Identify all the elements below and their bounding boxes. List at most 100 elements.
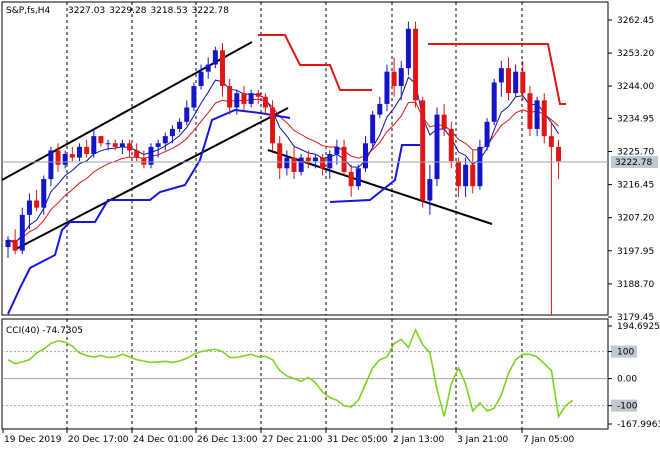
candle (327, 150, 333, 180)
candle-body (434, 114, 440, 180)
candle (262, 93, 268, 115)
price-tick-label: 3262.45 (617, 16, 654, 26)
candle-body (334, 146, 340, 155)
candle-body (477, 146, 483, 187)
candle (55, 143, 61, 172)
candle (391, 57, 397, 97)
candle-body (355, 168, 361, 187)
cci-tick-label: 194.6925 (617, 322, 660, 332)
candle-body (548, 136, 554, 147)
time-tick-label: 24 Dec 01:00 (133, 435, 194, 445)
candle (41, 175, 47, 215)
candle-body (255, 93, 261, 97)
candle (491, 78, 497, 126)
candle (398, 60, 404, 101)
candle (119, 139, 125, 155)
candle (198, 64, 204, 90)
candles (5, 21, 562, 315)
candle (470, 150, 476, 194)
cci-label: CCI(40) -74.7305 (6, 326, 83, 336)
candle-body (348, 171, 354, 187)
candle-body (148, 146, 154, 165)
candle-body (448, 128, 454, 162)
candle-body (491, 82, 497, 122)
candle (312, 154, 318, 169)
candle-body (341, 146, 347, 172)
candle-body (298, 157, 304, 172)
candle-body (77, 146, 82, 158)
candle (277, 136, 283, 180)
candle-body (177, 121, 183, 129)
candle-body (441, 114, 447, 129)
candle-body (327, 154, 333, 169)
candle-body (241, 93, 247, 104)
candle (12, 229, 18, 255)
candle-body (212, 50, 218, 65)
candle (205, 57, 211, 79)
candle (62, 150, 68, 169)
candle (234, 89, 240, 115)
candle (105, 139, 111, 151)
candle (363, 136, 368, 172)
candle (34, 189, 40, 212)
candle-body (370, 114, 376, 144)
candle-body (41, 179, 47, 208)
candle-body (19, 214, 25, 251)
cci-tick-label: -167.9963 (617, 420, 660, 430)
candle (77, 143, 82, 162)
current-price-text: 3222.78 (615, 158, 652, 168)
candle-body (141, 157, 147, 165)
cci-panel-frame (1, 318, 609, 430)
candle-body (98, 136, 104, 144)
cci-tick-label: -100 (617, 402, 638, 412)
candle-body (484, 121, 490, 147)
candle-body (420, 100, 426, 201)
header-value: 3227.03 (68, 6, 105, 16)
time-tick-label: 20 Dec 17:00 (68, 435, 129, 445)
candle (220, 43, 225, 97)
candle (169, 125, 175, 144)
candle (84, 139, 90, 158)
candle-body (463, 164, 469, 187)
candle (370, 111, 376, 147)
candle (291, 146, 297, 180)
candle (463, 157, 469, 197)
candle-body (12, 239, 18, 251)
price-tick-label: 3253.20 (617, 49, 654, 59)
support-step-line-2 (329, 144, 420, 203)
cci-line (7, 328, 574, 419)
candle (255, 89, 261, 104)
candle (348, 164, 354, 197)
candle-body (26, 200, 32, 215)
candle (69, 146, 75, 162)
candle-body (527, 93, 533, 129)
candle-body (205, 64, 211, 72)
candle (298, 154, 304, 176)
candle-body (291, 157, 297, 172)
candle (112, 139, 118, 151)
candle-body (227, 86, 233, 108)
candle-body (127, 143, 133, 151)
candle-body (363, 143, 368, 169)
candle-body (62, 154, 68, 165)
candle (177, 118, 183, 133)
candle-body (277, 143, 283, 169)
candle (527, 86, 533, 137)
candle (227, 78, 233, 115)
trend-line (13, 107, 289, 251)
candle-body (377, 103, 383, 115)
candle-body (470, 164, 476, 187)
candle-body (455, 161, 461, 187)
candle-body (191, 86, 197, 108)
candle-body (48, 150, 54, 180)
candle-body (398, 68, 404, 87)
candle-body (234, 93, 240, 108)
candle (484, 118, 490, 151)
candle-body (384, 71, 390, 104)
resistance-step-line-2 (428, 43, 566, 105)
candle (141, 150, 147, 169)
candle (26, 193, 32, 230)
time-tick-label: 19 Dec 2019 (4, 435, 62, 445)
